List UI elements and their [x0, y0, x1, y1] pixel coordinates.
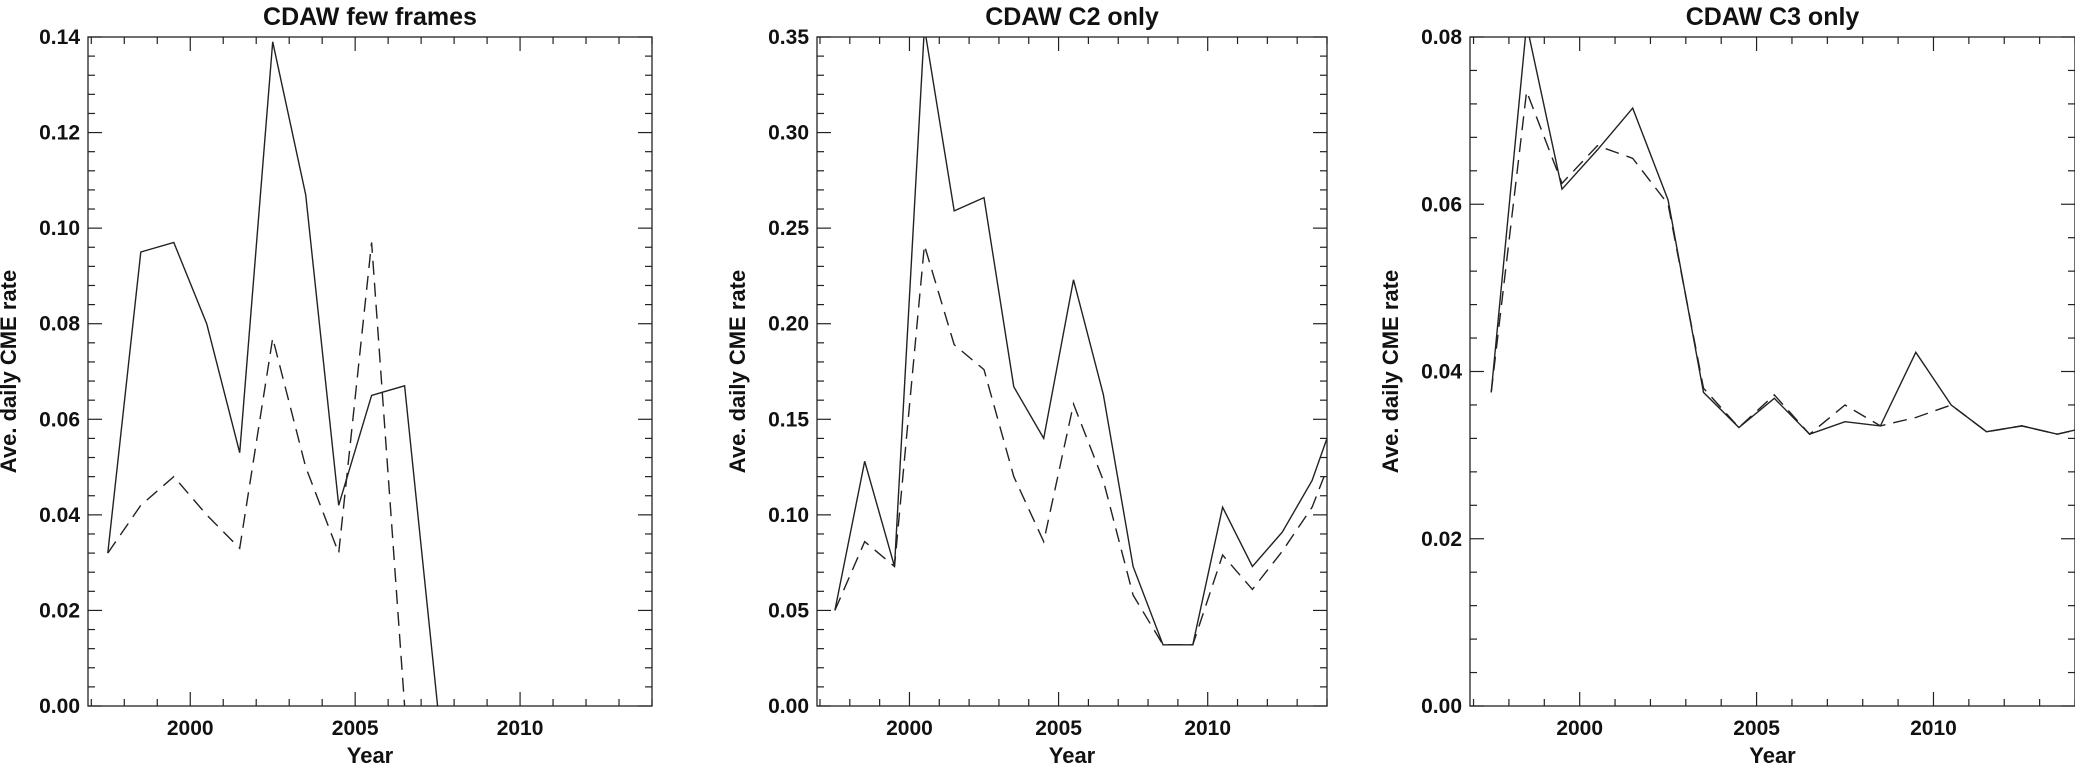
panel-2-y-tick-label-1: 0.05: [768, 599, 809, 622]
panel-2-x-axis-label: Year: [1049, 743, 1096, 763]
panel-1-series-solid-line: [107, 41, 439, 706]
panel-2-y-axis-label: Ave. daily CME rate: [725, 270, 750, 473]
panel-1-y-tick-label-2: 0.04: [39, 504, 80, 527]
panel-1-y-tick-label-6: 0.12: [39, 122, 80, 145]
panel-2-x-tick-label-2000: 2000: [886, 717, 933, 740]
panel-2-series-dashed-line: [834, 245, 1327, 646]
panel-2-y-tick-label-5: 0.25: [768, 217, 809, 240]
panel-3-x-axis-label: Year: [1749, 743, 1796, 763]
panel-3-y-tick-label-2: 0.04: [1421, 361, 1462, 384]
panel-1-x-axis-label: Year: [347, 743, 394, 763]
panel-1-y-tick-label-0: 0.00: [39, 695, 80, 718]
panel-3-x-tick-label-2005: 2005: [1733, 717, 1780, 740]
panel-3-data-area: [1490, 37, 2075, 436]
panel-cdaw-c3-only: CDAW C3 only Year Ave. daily CME rate 2000 2…: [1378, 3, 2075, 763]
panel-2-y-tick-label-7: 0.35: [768, 26, 809, 49]
panel-2-series-solid-line: [834, 37, 1327, 646]
panel-1-y-tick-label-4: 0.08: [39, 313, 80, 336]
panel-1-plot-frame: [87, 36, 653, 707]
panel-1-x-tick-label-2000: 2000: [167, 717, 214, 740]
panel-2-y-tick-label-2: 0.10: [768, 504, 809, 527]
panel-2-y-tick-label-3: 0.15: [768, 408, 809, 431]
panel-3-series-dashed-line: [1490, 91, 2075, 436]
panel-3-x-tick-label-2010: 2010: [1910, 717, 1957, 740]
panel-1-x-tick-label-2005: 2005: [332, 717, 379, 740]
panel-1-y-tick-label-5: 0.10: [39, 217, 80, 240]
panel-2-plot-frame: [816, 36, 1328, 707]
panel-3-y-tick-label-4: 0.08: [1421, 26, 1462, 49]
panel-2-y-tick-label-6: 0.30: [768, 122, 809, 145]
panel-1-x-tick-label-2010: 2010: [497, 717, 544, 740]
panel-1-data-area: [107, 41, 439, 706]
panel-2-title: CDAW C2 only: [985, 3, 1159, 31]
panel-2-data-area: [834, 37, 1327, 646]
panel-2-x-tick-label-2010: 2010: [1184, 717, 1231, 740]
panel-3-plot-frame: [1469, 36, 2075, 707]
panel-3-y-tick-label-1: 0.02: [1421, 528, 1462, 551]
panel-3-y-tick-label-0: 0.00: [1421, 695, 1462, 718]
panel-1-y-tick-label-3: 0.06: [39, 408, 80, 431]
panel-cdaw-few-frames: CDAW few frames Year Ave. daily CME rate 20…: [0, 3, 653, 763]
panel-1-series-dashed-line: [107, 242, 406, 706]
panel-2-y-tick-label-0: 0.00: [768, 695, 809, 718]
panel-1-y-axis-label: Ave. daily CME rate: [0, 270, 21, 473]
panel-3-x-tick-label-2000: 2000: [1556, 717, 1603, 740]
panel-2-y-tick-label-4: 0.20: [768, 313, 809, 336]
panel-1-y-tick-label-1: 0.02: [39, 599, 80, 622]
panel-cdaw-c2-only: CDAW C2 only Year Ave. daily CME rate 2000 2…: [725, 3, 1328, 763]
panel-1-title: CDAW few frames: [263, 3, 477, 31]
panel-3-series-solid-line: [1490, 37, 2075, 436]
panel-2-x-tick-label-2005: 2005: [1035, 717, 1082, 740]
panel-3-title: CDAW C3 only: [1686, 3, 1860, 31]
panel-1-y-tick-label-7: 0.14: [39, 26, 80, 49]
panel-3-y-tick-label-3: 0.06: [1421, 193, 1462, 216]
panel-3-y-axis-label: Ave. daily CME rate: [1378, 270, 1403, 473]
